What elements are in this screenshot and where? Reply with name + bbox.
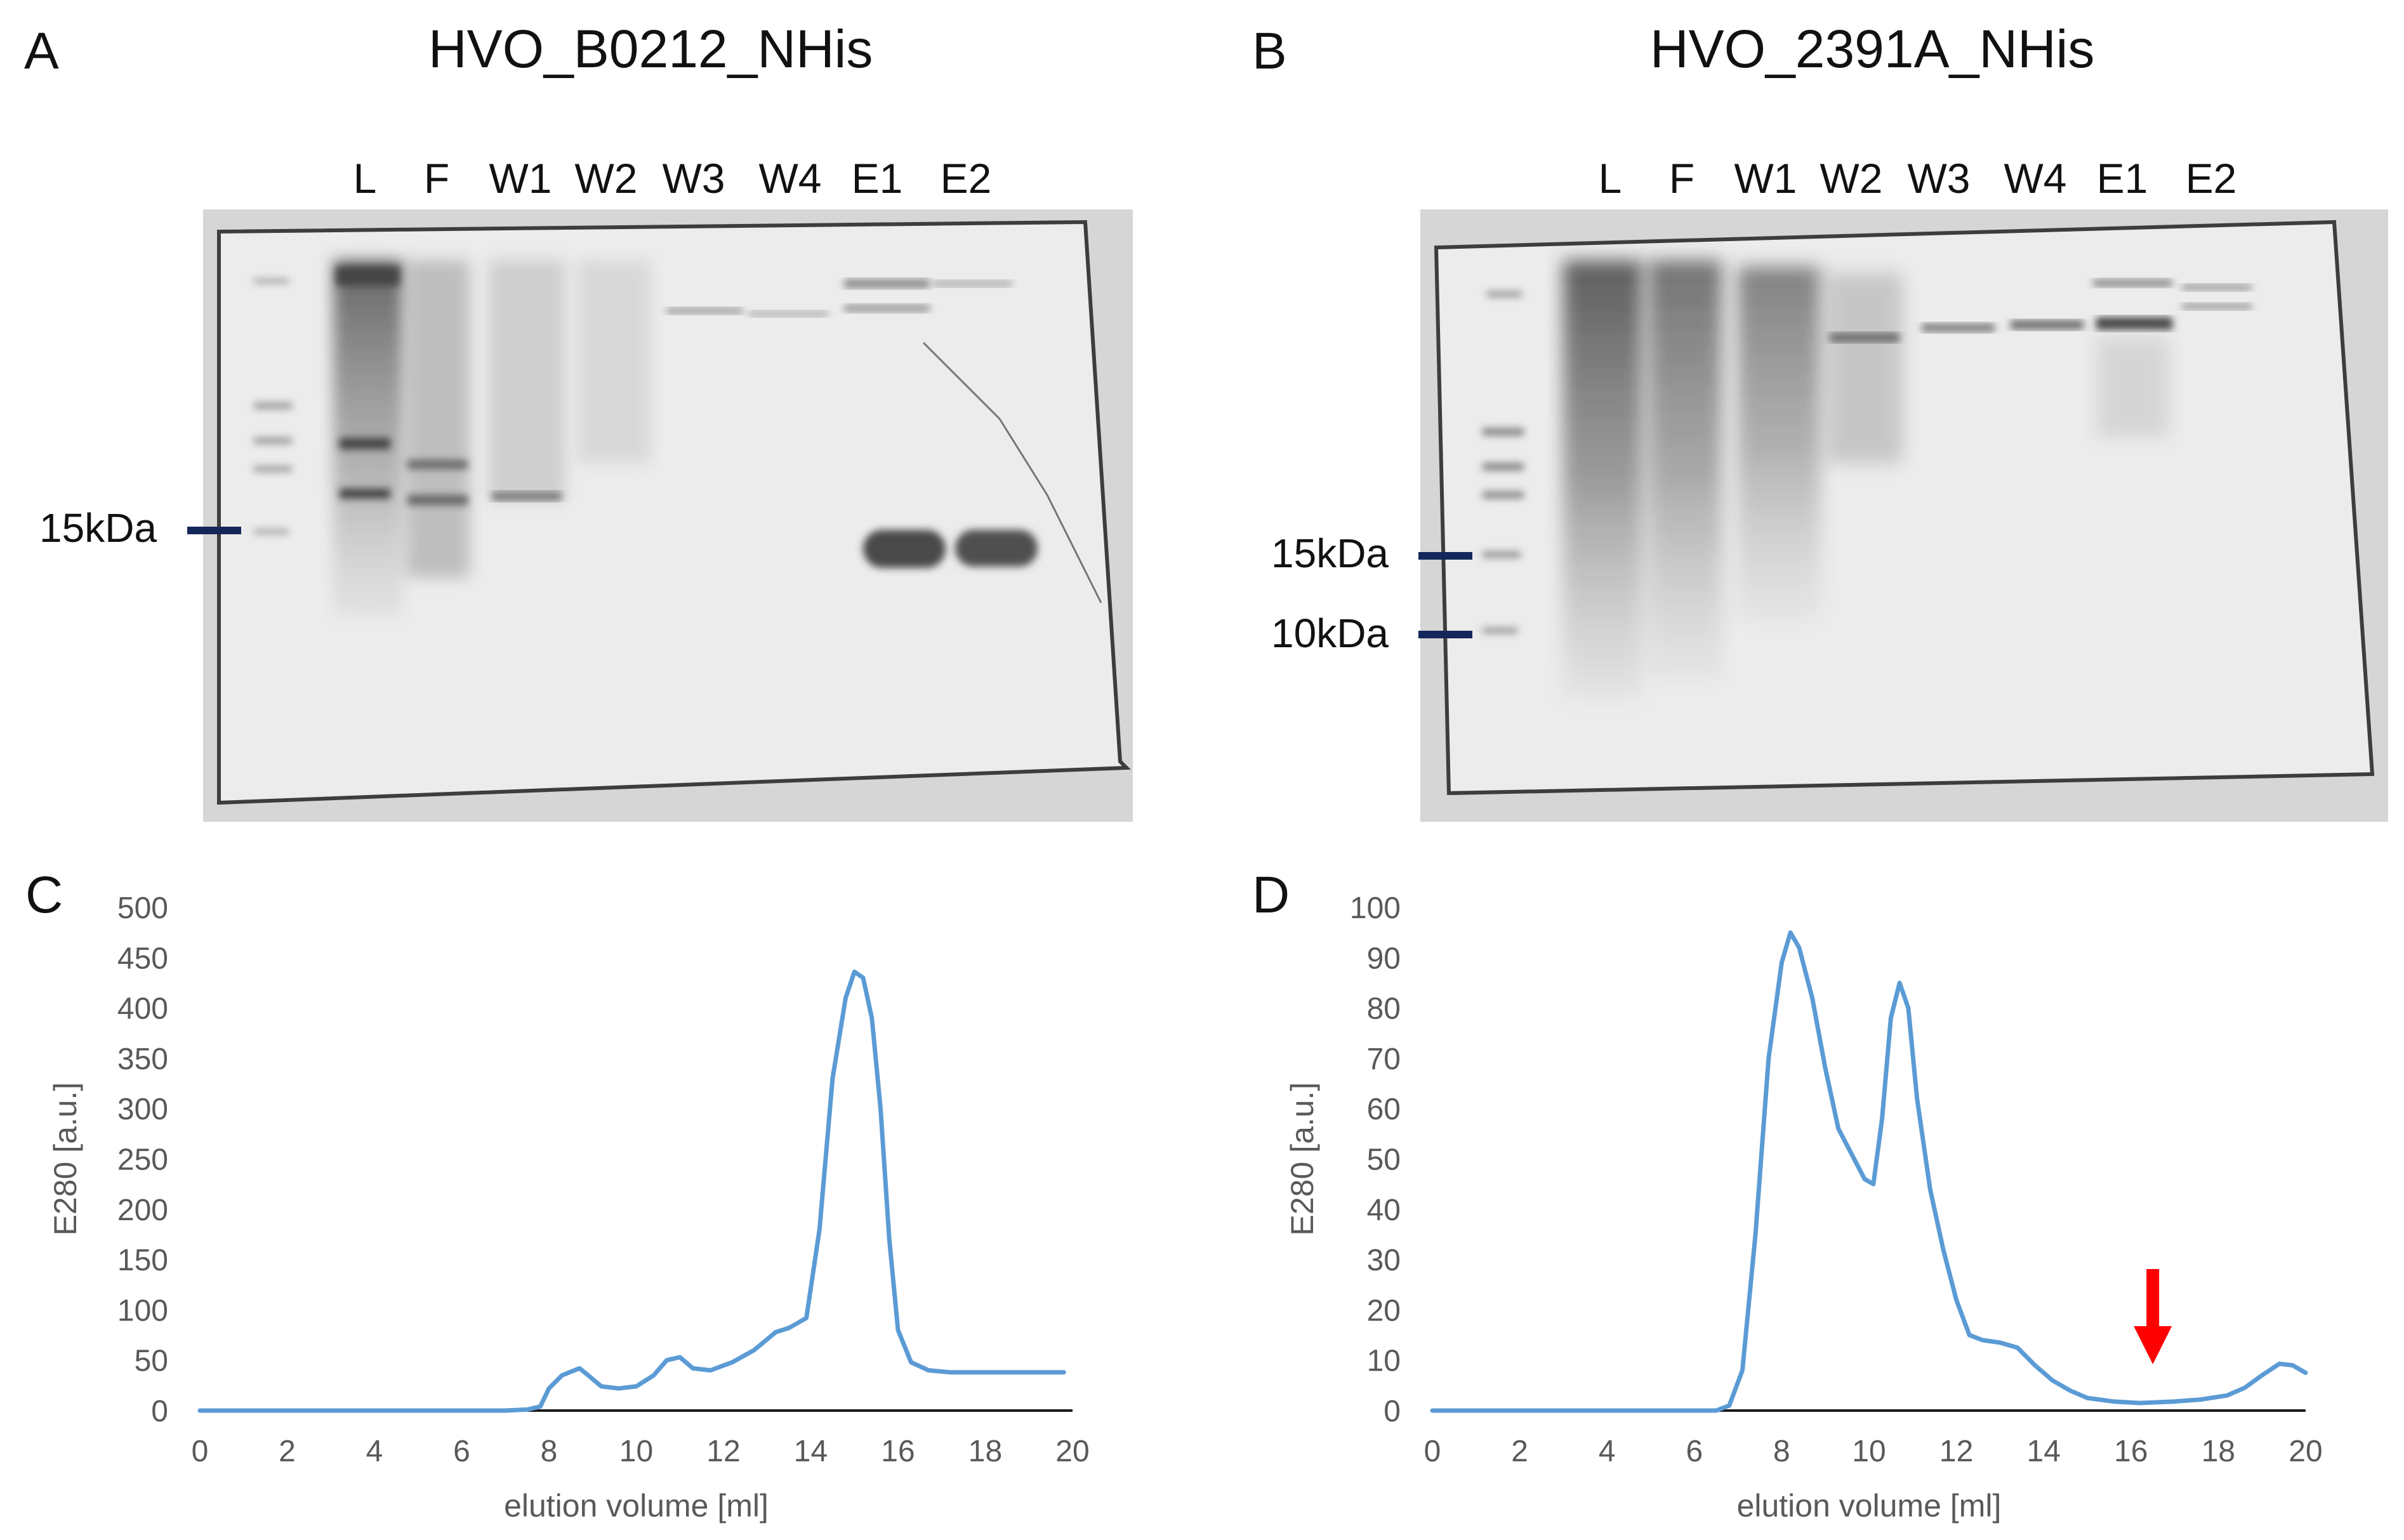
y-axis-label: E280 [a.u.]: [1285, 1083, 1320, 1236]
red-arrow: [2134, 1269, 2172, 1364]
y-tick-label: 0: [151, 1395, 168, 1428]
gel-title-a: HVO_B0212_NHis: [428, 19, 873, 79]
lane-label: L: [353, 155, 377, 202]
x-tick-label: 4: [1599, 1435, 1616, 1468]
y-tick-label: 200: [117, 1194, 168, 1227]
y-tick-label: 300: [117, 1093, 168, 1126]
x-tick-label: 0: [1424, 1435, 1441, 1468]
y-tick-label: 450: [117, 942, 168, 975]
lane-label: W4: [2004, 155, 2067, 202]
lane-label: W1: [489, 155, 552, 202]
lane-label: E1: [851, 155, 903, 202]
y-tick-label: 10: [1367, 1345, 1401, 1378]
y-tick-label: 400: [117, 992, 168, 1026]
lane-label: L: [1598, 155, 1622, 202]
y-tick-label: 40: [1367, 1194, 1401, 1227]
y-tick-label: 150: [117, 1244, 168, 1277]
lane-label: F: [1668, 155, 1695, 202]
lane-label: E2: [940, 155, 992, 202]
marker-tick: [1418, 552, 1472, 560]
series-line: [197, 970, 1066, 1413]
x-axis-label: elution volume [ml]: [1737, 1488, 2002, 1524]
lane-label: F: [423, 155, 450, 202]
panel-letter-b: B: [1252, 22, 1287, 80]
lane-label: E2: [2185, 155, 2237, 202]
y-tick-label: 50: [135, 1345, 168, 1378]
lane-label: W3: [662, 155, 725, 202]
marker-tick: [1418, 631, 1472, 638]
x-tick-label: 8: [541, 1435, 558, 1468]
chart-d: 0 10 20 30 40 50 60 70 80 90 100 0 2 4 6 8 10 12 14 16 18 20…: [1285, 892, 2323, 1524]
x-tick-label: 6: [453, 1435, 470, 1468]
lane-label: W4: [758, 155, 822, 202]
lane-label: W3: [1907, 155, 1971, 202]
x-tick-label: 20: [2288, 1435, 2322, 1468]
y-axis-label: E280 [a.u.]: [48, 1083, 83, 1236]
marker-label-15kda-a: 15kDa: [39, 505, 157, 551]
x-ticks: 0 2 4 6 8 10 12 14 16 18 20: [192, 1435, 1090, 1468]
chart-c: 0 50 100 150 200 250 300 350 400 450 500 0 2 4 6 8 10 12…: [48, 892, 1090, 1524]
gel-image-a: [203, 209, 1133, 822]
x-tick-label: 2: [279, 1435, 296, 1468]
panel-letter-a: A: [24, 22, 59, 80]
marker-label-15kda-b: 15kDa: [1271, 530, 1389, 576]
x-tick-label: 6: [1686, 1435, 1703, 1468]
y-tick-label: 0: [1384, 1395, 1401, 1428]
y-tick-label: 50: [1367, 1143, 1401, 1177]
lane-label: W2: [1820, 155, 1883, 202]
y-tick-label: 350: [117, 1043, 168, 1076]
lane-label: E1: [2096, 155, 2148, 202]
x-tick-label: 18: [968, 1435, 1002, 1468]
panel-letter-c: C: [25, 866, 63, 924]
y-ticks: 0 50 100 150 200 250 300 350 400 450 500: [117, 892, 168, 1428]
x-ticks: 0 2 4 6 8 10 12 14 16 18 20: [1424, 1435, 2323, 1468]
y-tick-label: 90: [1367, 942, 1401, 975]
y-ticks: 0 10 20 30 40 50 60 70 80 90 100: [1350, 892, 1401, 1428]
x-tick-label: 18: [2202, 1435, 2235, 1468]
x-tick-label: 16: [2114, 1435, 2148, 1468]
x-tick-label: 14: [2027, 1435, 2061, 1468]
x-tick-label: 20: [1055, 1435, 1089, 1468]
x-tick-label: 12: [1939, 1435, 1973, 1468]
y-tick-label: 80: [1367, 992, 1401, 1026]
x-tick-label: 16: [881, 1435, 915, 1468]
y-tick-label: 20: [1367, 1294, 1401, 1327]
x-tick-label: 10: [1852, 1435, 1886, 1468]
x-tick-label: 2: [1511, 1435, 1528, 1468]
x-tick-label: 8: [1773, 1435, 1790, 1468]
y-tick-label: 100: [117, 1294, 168, 1327]
y-tick-label: 70: [1367, 1043, 1401, 1076]
y-tick-label: 500: [117, 892, 168, 925]
arrow-shaft: [2146, 1269, 2160, 1329]
y-tick-label: 60: [1367, 1093, 1401, 1126]
y-tick-label: 30: [1367, 1244, 1401, 1277]
x-tick-label: 0: [192, 1435, 209, 1468]
x-tick-label: 4: [366, 1435, 383, 1468]
x-tick-label: 14: [794, 1435, 828, 1468]
x-tick-label: 12: [706, 1435, 740, 1468]
lane-label: W1: [1734, 155, 1797, 202]
lane-label: W2: [574, 155, 638, 202]
gel-title-b: HVO_2391A_NHis: [1650, 19, 2095, 79]
gel-image-b: [1420, 209, 2388, 822]
y-tick-label: 250: [117, 1143, 168, 1177]
panel-letter-d: D: [1252, 866, 1290, 924]
marker-tick: [187, 527, 241, 534]
arrow-head: [2134, 1326, 2172, 1364]
x-axis-label: elution volume [ml]: [504, 1488, 769, 1524]
series-line: [1430, 930, 2308, 1413]
y-tick-label: 100: [1350, 892, 1401, 925]
marker-label-10kda-b: 10kDa: [1271, 610, 1389, 656]
x-tick-label: 10: [619, 1435, 653, 1468]
